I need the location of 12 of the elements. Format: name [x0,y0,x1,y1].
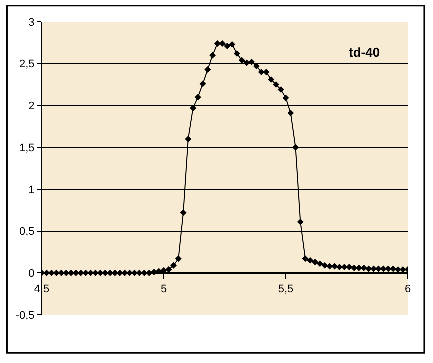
y-tick-label: 1 [28,184,35,196]
text: td-40 [349,45,380,60]
x-tick-label: 5 [160,283,168,296]
x-tick-label: 5,5 [278,283,294,296]
y-tick-label: 2 [28,100,35,113]
y-tick-label: -0,5 [16,310,35,322]
y-tick-label: 0 [28,268,35,280]
y-tick-label: 2,5 [20,58,35,71]
y-tick-label: 0,5 [20,226,35,238]
y-tick-label: 3 [28,16,35,29]
y-tick-label: 1,5 [20,142,35,154]
x-tick-label: 6 [404,283,412,296]
